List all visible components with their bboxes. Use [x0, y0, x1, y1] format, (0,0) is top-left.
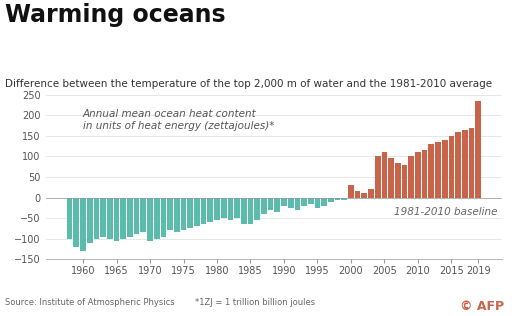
Bar — [462, 130, 467, 198]
Bar — [449, 136, 454, 198]
Bar — [388, 159, 394, 198]
Bar — [355, 191, 360, 198]
Bar — [140, 198, 146, 233]
Bar — [314, 198, 321, 208]
Bar — [94, 198, 99, 239]
Bar — [301, 198, 307, 206]
Bar — [409, 156, 414, 198]
Bar — [167, 198, 173, 230]
Bar — [475, 101, 481, 198]
Bar — [274, 198, 280, 212]
Text: Warming oceans: Warming oceans — [5, 3, 226, 27]
Bar — [415, 152, 421, 198]
Bar — [335, 198, 340, 200]
Bar — [375, 156, 380, 198]
Bar — [154, 198, 160, 239]
Text: Annual mean ocean heat content
in units of heat energy (zettajoules)*: Annual mean ocean heat content in units … — [83, 109, 274, 131]
Bar — [395, 162, 401, 198]
Bar — [348, 185, 354, 198]
Bar — [134, 198, 139, 234]
Bar — [402, 165, 408, 198]
Bar — [281, 198, 287, 206]
Bar — [442, 140, 447, 198]
Bar — [74, 198, 79, 247]
Bar — [221, 198, 226, 218]
Bar — [187, 198, 193, 228]
Bar — [455, 132, 461, 198]
Bar — [107, 198, 113, 239]
Bar — [227, 198, 233, 220]
Bar — [468, 128, 474, 198]
Bar — [100, 198, 106, 236]
Bar — [120, 198, 126, 239]
Bar — [67, 198, 73, 239]
Bar — [214, 198, 220, 220]
Bar — [361, 193, 367, 198]
Bar — [207, 198, 213, 222]
Text: Source: Institute of Atmospheric Physics: Source: Institute of Atmospheric Physics — [5, 298, 175, 307]
Bar — [248, 198, 253, 224]
Bar — [201, 198, 206, 224]
Bar — [294, 198, 300, 210]
Text: © AFP: © AFP — [460, 300, 504, 313]
Text: *1ZJ = 1 trillion billion joules: *1ZJ = 1 trillion billion joules — [195, 298, 315, 307]
Bar — [174, 198, 180, 233]
Bar — [127, 198, 133, 236]
Bar — [328, 198, 334, 202]
Bar — [80, 198, 86, 251]
Bar — [234, 198, 240, 218]
Bar — [288, 198, 293, 208]
Bar — [322, 198, 327, 206]
Bar — [435, 142, 441, 198]
Bar — [194, 198, 200, 226]
Bar — [254, 198, 260, 220]
Bar — [381, 152, 387, 198]
Bar — [147, 198, 153, 241]
Text: Difference between the temperature of the top 2,000 m of water and the 1981-2010: Difference between the temperature of th… — [5, 79, 492, 89]
Bar — [422, 150, 428, 198]
Bar — [181, 198, 186, 230]
Bar — [368, 189, 374, 198]
Bar — [114, 198, 119, 241]
Bar — [268, 198, 273, 210]
Bar — [308, 198, 314, 204]
Bar — [429, 144, 434, 198]
Text: 1981-2010 baseline: 1981-2010 baseline — [394, 207, 498, 216]
Bar — [342, 198, 347, 200]
Bar — [87, 198, 93, 243]
Bar — [161, 198, 166, 236]
Bar — [241, 198, 247, 224]
Bar — [261, 198, 267, 214]
